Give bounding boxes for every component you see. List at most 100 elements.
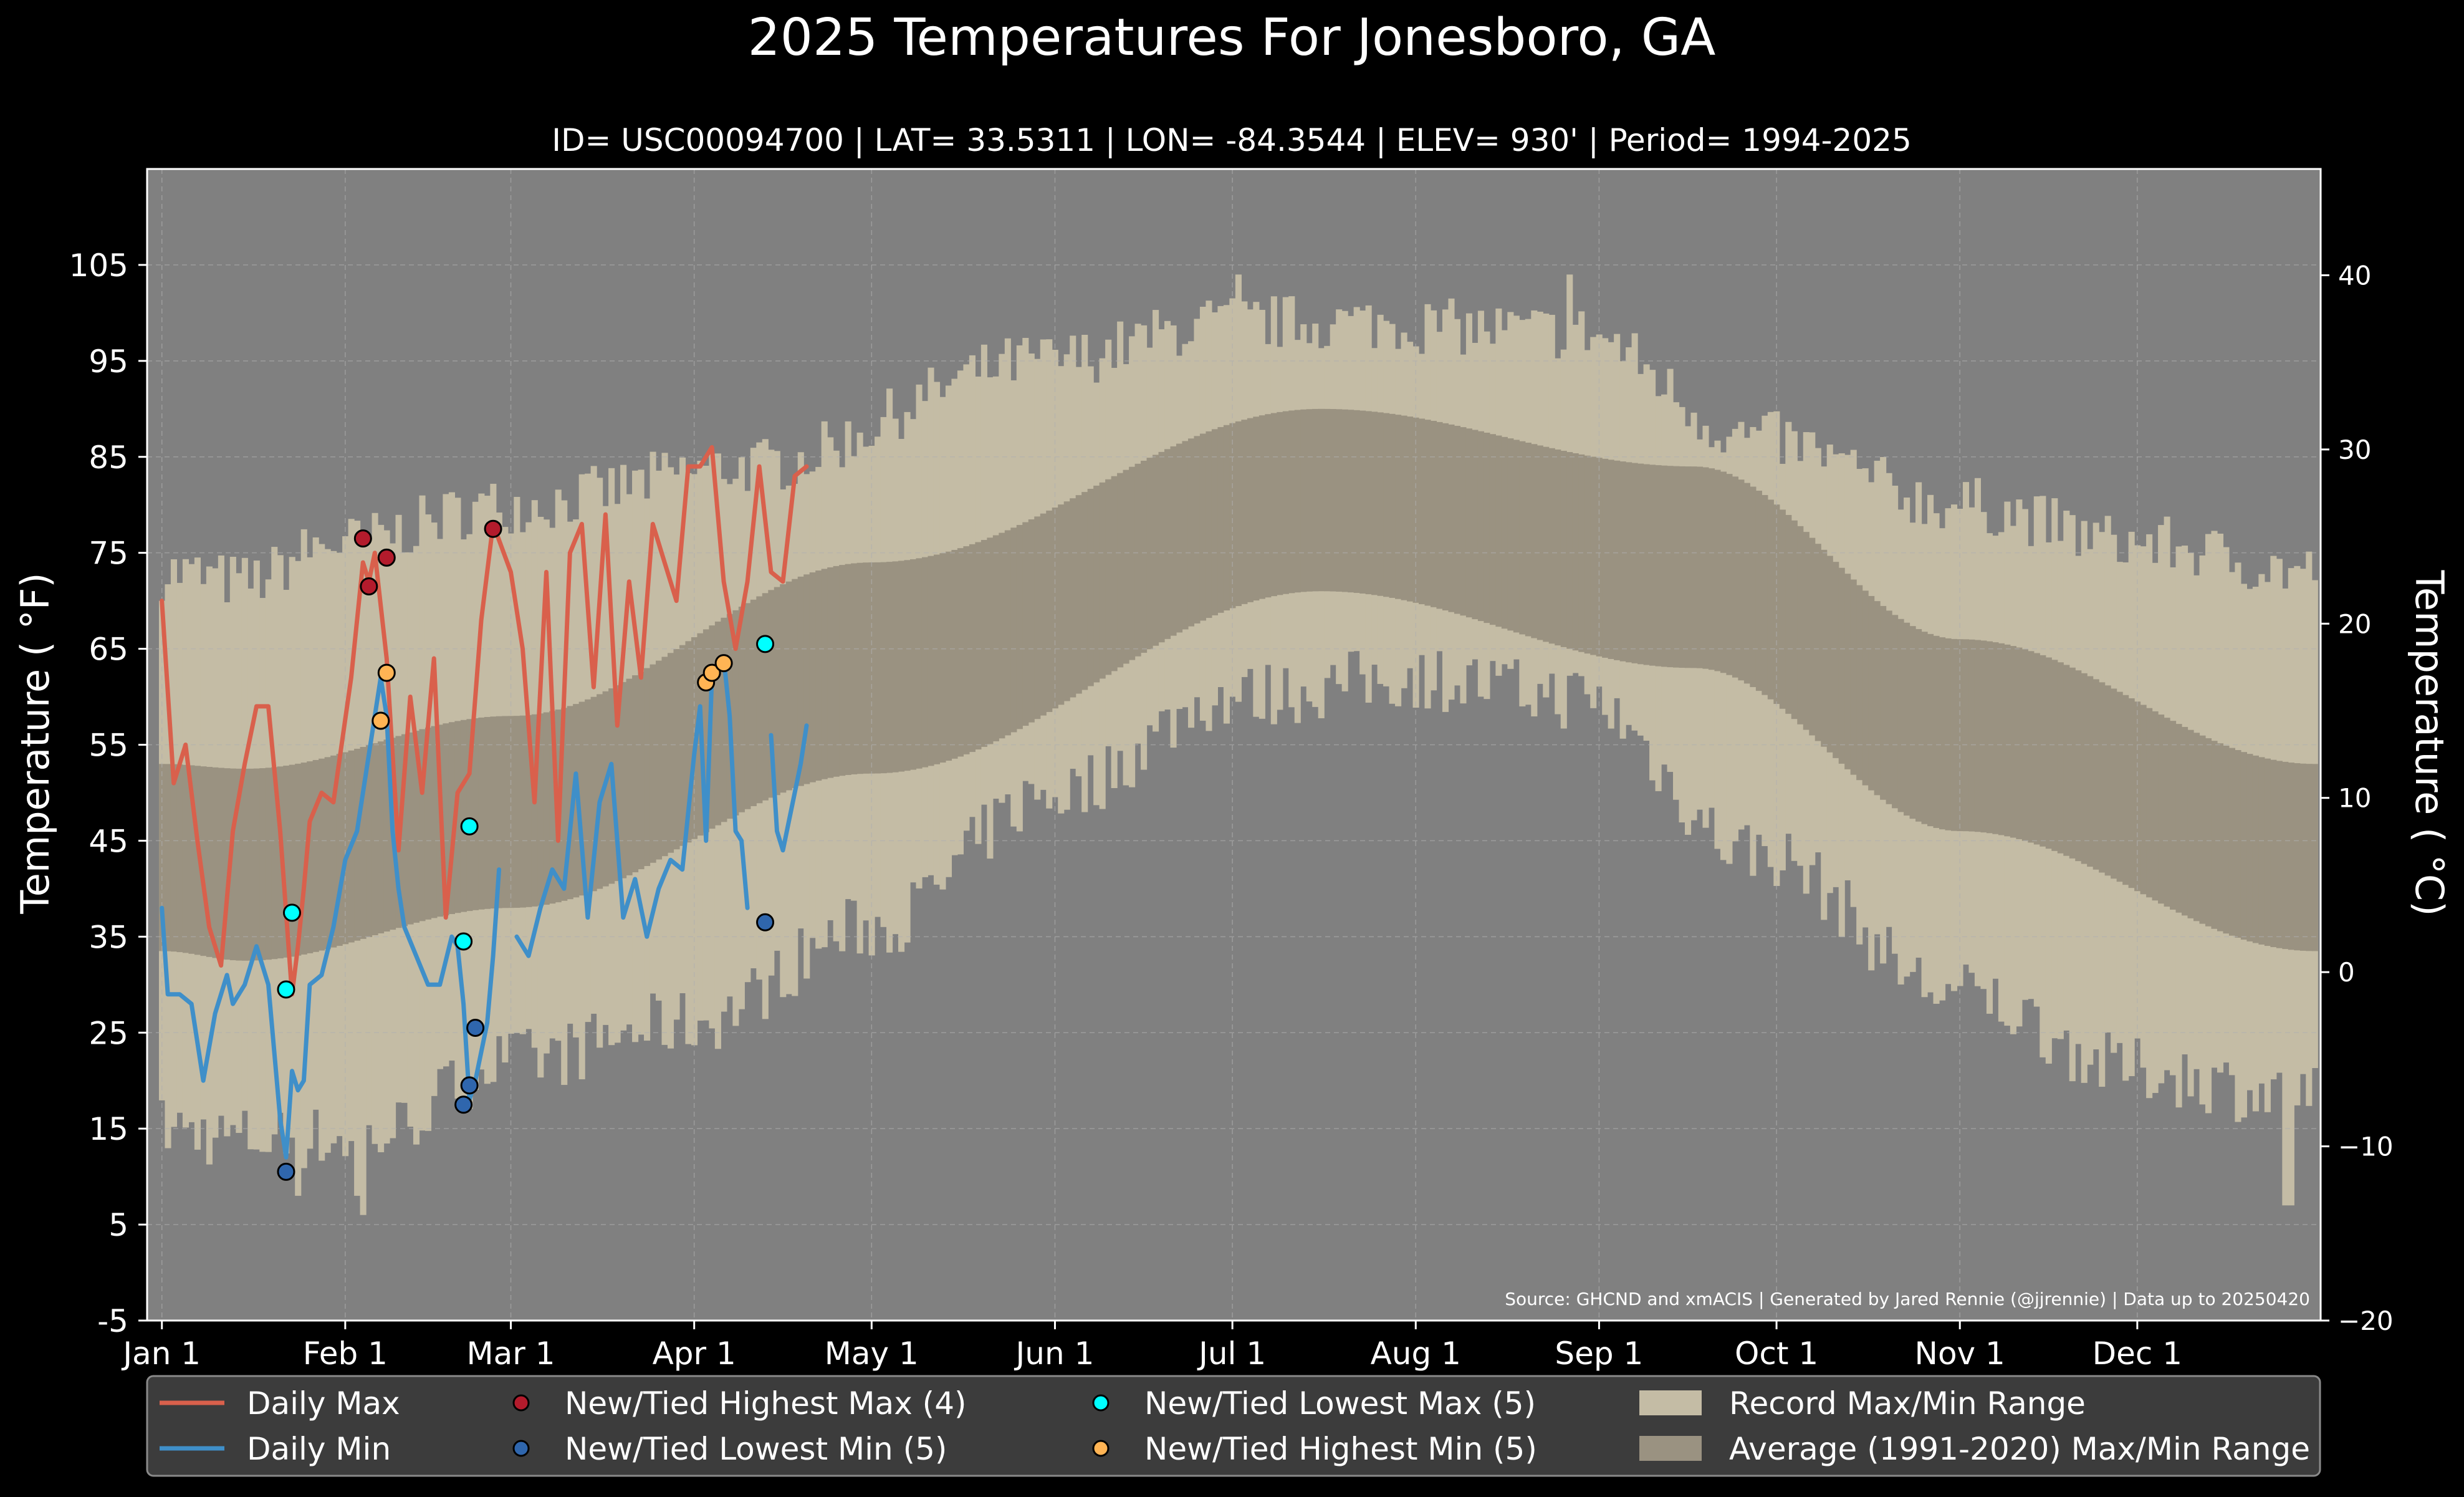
- normal-range-bar: [537, 713, 544, 906]
- normal-range-bar: [1454, 425, 1461, 614]
- normal-range-bar: [354, 748, 361, 941]
- normal-range-bar: [1389, 413, 1396, 598]
- normal-range-bar: [1495, 435, 1502, 627]
- normal-range-bar: [863, 562, 870, 774]
- normal-range-bar: [1543, 446, 1550, 642]
- normal-range-bar: [1336, 409, 1343, 592]
- normal-range-bar: [2270, 759, 2277, 948]
- y-axis-label: Temperature ( °F): [12, 572, 58, 914]
- normal-range-bar: [898, 561, 905, 772]
- normal-range-bar: [176, 764, 183, 953]
- normal-range-bar: [1986, 641, 1993, 834]
- normal-range-bar: [827, 567, 834, 778]
- highest-max-marker: [484, 519, 502, 538]
- normal-range-bar: [2199, 735, 2206, 924]
- normal-range-bar: [667, 653, 674, 853]
- normal-range-bar: [170, 764, 178, 952]
- normal-range-bar: [2033, 653, 2040, 845]
- normal-range-bar: [360, 747, 367, 939]
- y2-tick-label: 20: [2338, 609, 2371, 639]
- normal-range-bar: [2092, 679, 2099, 870]
- normal-range-bar: [1572, 453, 1579, 651]
- plot-area: Jan 1 Feb 1 Mar 1 Apr 1 May 1 Jun 1 Jul 1 Aug 1…: [69, 168, 2394, 1372]
- normal-range-bar: [1442, 423, 1449, 611]
- normal-range-bar: [721, 617, 727, 822]
- normal-range-bar: [910, 559, 917, 770]
- normal-range-bar: [2288, 763, 2294, 950]
- normal-range-bar: [904, 560, 911, 771]
- normal-range-bar: [714, 621, 721, 826]
- normal-range-bar: [1962, 639, 1970, 832]
- normal-range-bar: [330, 755, 337, 948]
- normal-range-bar: [1164, 449, 1171, 639]
- normal-range-bar: [1365, 411, 1372, 595]
- normal-range-bar: [957, 548, 964, 757]
- x-tick-label: Apr 1: [653, 1336, 736, 1372]
- y-tick-label: 55: [89, 728, 128, 764]
- normal-range-bar: [685, 641, 692, 843]
- normal-range-bar: [507, 716, 514, 908]
- normal-range-bar: [1690, 466, 1697, 668]
- legend-label: Daily Max: [247, 1385, 400, 1422]
- normal-range-bar: [1732, 476, 1738, 678]
- normal-range-bar: [963, 546, 970, 754]
- normal-range-bar: [1034, 516, 1041, 720]
- normal-range-bar: [1419, 418, 1426, 605]
- lowest-max-marker: [454, 932, 473, 951]
- highest-min-marker: [377, 663, 396, 682]
- x-tick-label: May 1: [825, 1336, 919, 1372]
- normal-range-bar: [401, 734, 408, 927]
- normal-range-bar: [1643, 464, 1650, 665]
- normal-range-bar: [1040, 513, 1047, 716]
- normal-range-bar: [2235, 749, 2241, 938]
- y2-tick-label: 30: [2338, 435, 2371, 465]
- normal-range-bar: [1945, 638, 1952, 830]
- normal-range-bar: [1070, 498, 1076, 698]
- normal-range-bar: [650, 664, 656, 863]
- normal-range-bar: [531, 714, 538, 907]
- normal-range-bar: [2264, 758, 2271, 946]
- normal-range-bar: [2311, 764, 2318, 951]
- normal-range-bar: [1265, 414, 1272, 598]
- normal-range-bar: [1277, 412, 1283, 595]
- normal-range-bar: [2258, 757, 2265, 945]
- lowest-max-marker: [277, 980, 295, 999]
- normal-range-bar: [1477, 431, 1484, 622]
- y-tick-label: 45: [89, 823, 128, 859]
- normal-range-bar: [933, 554, 941, 764]
- normal-range-bar: [886, 562, 893, 773]
- normal-range-bar: [768, 590, 775, 798]
- normal-range-bar: [212, 767, 219, 958]
- normal-range-bar: [1288, 410, 1295, 594]
- series-line-daily-min: [160, 675, 502, 1160]
- normal-range-bar: [1330, 409, 1336, 592]
- normal-range-bar: [797, 576, 804, 786]
- normal-range-bar: [2122, 695, 2129, 885]
- lowest-min-marker: [756, 913, 775, 931]
- normal-range-bar: [1950, 638, 1958, 831]
- normal-range-bar: [218, 768, 224, 959]
- normal-range-bar: [1998, 643, 2005, 835]
- legend-label: Record Max/Min Range: [1729, 1385, 2086, 1422]
- normal-range-bar: [1939, 637, 1946, 830]
- lowest-max-marker: [282, 903, 301, 922]
- normal-range-bar: [312, 759, 319, 952]
- normal-range-bar: [939, 553, 946, 763]
- normal-range-bar: [679, 645, 686, 846]
- normal-range-bar: [975, 542, 982, 750]
- normal-range-bar: [1974, 640, 1982, 832]
- normal-range-bar: [1525, 442, 1532, 637]
- normal-range-bar: [833, 566, 840, 777]
- y2-tick-label: 0: [2338, 957, 2355, 988]
- normal-range-bar: [1809, 537, 1816, 736]
- legend-label: New/Tied Highest Min (5): [1144, 1431, 1537, 1467]
- normal-range-bar: [283, 766, 290, 958]
- y2-tick-label: −10: [2338, 1132, 2394, 1162]
- normal-range-bar: [1714, 469, 1721, 671]
- normal-range-bar: [1584, 455, 1591, 654]
- normal-range-bar: [1359, 410, 1366, 594]
- normal-range-bar: [1548, 448, 1555, 644]
- normal-range-bar: [1111, 476, 1118, 671]
- normal-range-bar: [2081, 673, 2088, 864]
- normal-range-bar: [951, 550, 958, 759]
